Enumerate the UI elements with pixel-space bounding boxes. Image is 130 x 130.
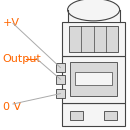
Bar [69,26,118,52]
Ellipse shape [68,0,120,21]
Bar [56,89,65,98]
Bar [104,110,117,120]
Bar [68,7,120,22]
Text: 0 V: 0 V [3,102,21,112]
Bar [62,103,125,126]
Bar [56,63,65,72]
Bar [62,56,125,103]
Bar [56,75,65,84]
Text: Output: Output [3,54,41,63]
Text: +V: +V [3,18,20,28]
Bar [62,22,125,56]
Bar [75,72,112,84]
Bar [70,62,117,96]
Bar [70,110,83,120]
